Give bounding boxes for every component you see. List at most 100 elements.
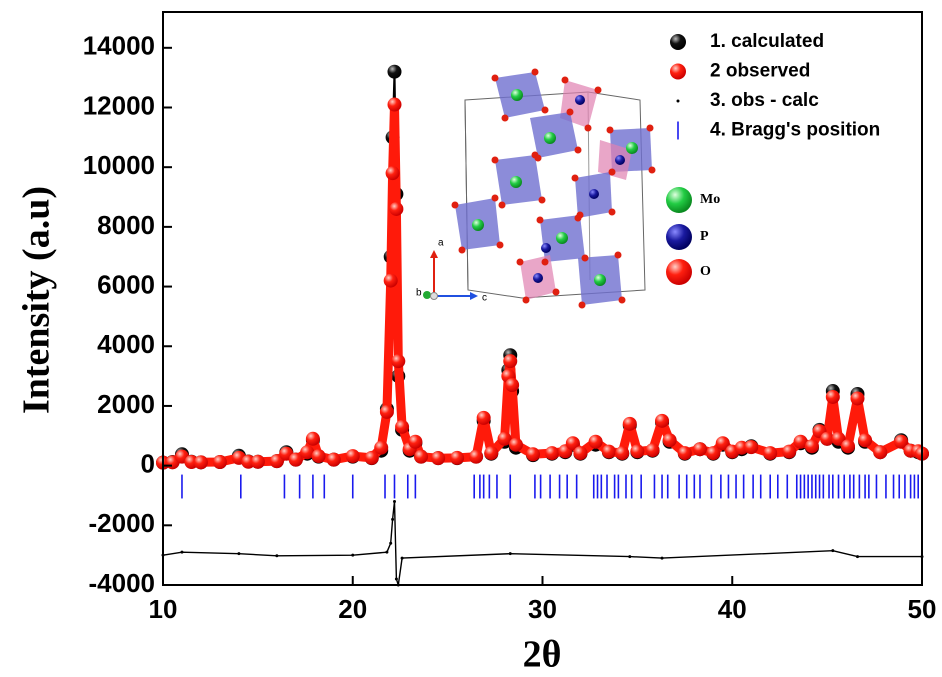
profile-point	[387, 65, 401, 79]
difference-point	[385, 551, 388, 554]
atom-label: Mo	[700, 192, 720, 207]
profile-point	[602, 445, 616, 459]
difference-point	[275, 554, 278, 557]
profile-point	[655, 414, 669, 428]
atom	[511, 89, 523, 101]
profile-point	[431, 451, 445, 465]
profile-point	[312, 449, 326, 463]
profile-point	[678, 446, 692, 460]
legend-marker	[670, 34, 686, 50]
y-tick-label: 10000	[83, 150, 155, 180]
x-tick-label: 40	[718, 594, 747, 624]
atom-key	[666, 187, 692, 213]
profile-point	[623, 417, 637, 431]
profile-point	[782, 445, 796, 459]
x-tick-label: 50	[908, 594, 937, 624]
difference-point	[180, 551, 183, 554]
atom-label: O	[700, 264, 711, 279]
difference-line	[163, 501, 922, 585]
legend-label: 2 observed	[710, 61, 810, 82]
profile-point	[194, 455, 208, 469]
y-tick-label: 2000	[97, 389, 155, 419]
axis-origin	[431, 293, 438, 300]
legend-label: 3. obs - calc	[710, 90, 819, 111]
difference-point	[509, 552, 512, 555]
profile-point	[505, 378, 519, 392]
profile-point	[858, 433, 872, 447]
atom	[615, 155, 625, 165]
y-tick-label: 4000	[97, 329, 155, 359]
difference-point	[389, 542, 392, 545]
atom-label: P	[700, 229, 709, 244]
atom	[594, 274, 606, 286]
chart: a b c Mo P O Intensity (a.u) 2θ -4000-20…	[0, 0, 942, 677]
profile-point	[414, 450, 428, 464]
y-tick-label: 6000	[97, 269, 155, 299]
x-tick-label: 30	[528, 594, 557, 624]
atom	[556, 232, 568, 244]
atom-key	[666, 259, 692, 285]
difference-point	[393, 500, 396, 503]
profile-point	[484, 446, 498, 460]
profile-point	[503, 354, 517, 368]
profile-point	[526, 447, 540, 461]
profile-point	[873, 445, 887, 459]
difference-point	[395, 578, 398, 581]
legend-marker	[677, 100, 680, 103]
profile-point	[646, 443, 660, 457]
difference-point	[628, 555, 631, 558]
profile-point	[395, 420, 409, 434]
crystal-inset: a b c Mo P O	[415, 62, 720, 330]
difference-point	[831, 549, 834, 552]
profile-point	[450, 451, 464, 465]
profile-point	[744, 440, 758, 454]
profile-point	[693, 442, 707, 456]
atom	[541, 243, 551, 253]
profile-point	[589, 435, 603, 449]
axis-origin	[423, 291, 431, 299]
legend-marker	[670, 64, 686, 80]
profile-point	[477, 411, 491, 425]
axis-label: c	[482, 293, 487, 304]
atom	[533, 273, 543, 283]
difference-point	[661, 557, 664, 560]
profile-point	[469, 450, 483, 464]
y-tick-label: 12000	[83, 90, 155, 120]
atom	[626, 142, 638, 154]
legend-label: 1. calculated	[710, 31, 824, 52]
atom	[589, 189, 599, 199]
y-tick-label: 8000	[97, 210, 155, 240]
atom-key	[666, 224, 692, 250]
profile-point	[380, 405, 394, 419]
profile-point	[805, 439, 819, 453]
profile-point	[841, 439, 855, 453]
difference-point	[351, 554, 354, 557]
profile-point	[573, 446, 587, 460]
profile-point	[630, 444, 644, 458]
y-tick-label: 14000	[83, 31, 155, 61]
profile-point	[408, 435, 422, 449]
profile-point	[663, 433, 677, 447]
atom	[510, 176, 522, 188]
profile-point	[389, 202, 403, 216]
y-tick-label: -4000	[89, 568, 156, 598]
x-tick-label: 10	[149, 594, 178, 624]
difference-point	[391, 518, 394, 521]
x-axis-title: 2θ	[523, 634, 562, 676]
y-axis-title: Intensity (a.u)	[16, 186, 58, 414]
profile-point	[387, 98, 401, 112]
profile-point	[306, 432, 320, 446]
profile-point	[615, 446, 629, 460]
axis-label: a	[438, 238, 444, 249]
profile-point	[374, 441, 388, 455]
profile-point	[509, 438, 523, 452]
profile-point	[327, 453, 341, 467]
atom	[575, 95, 585, 105]
profile-point	[850, 391, 864, 405]
atom	[544, 132, 556, 144]
y-tick-label: 0	[141, 449, 155, 479]
legend-label: 4. Bragg's position	[710, 120, 880, 141]
profile-point	[545, 446, 559, 460]
difference-point	[401, 557, 404, 560]
atom	[472, 219, 484, 231]
